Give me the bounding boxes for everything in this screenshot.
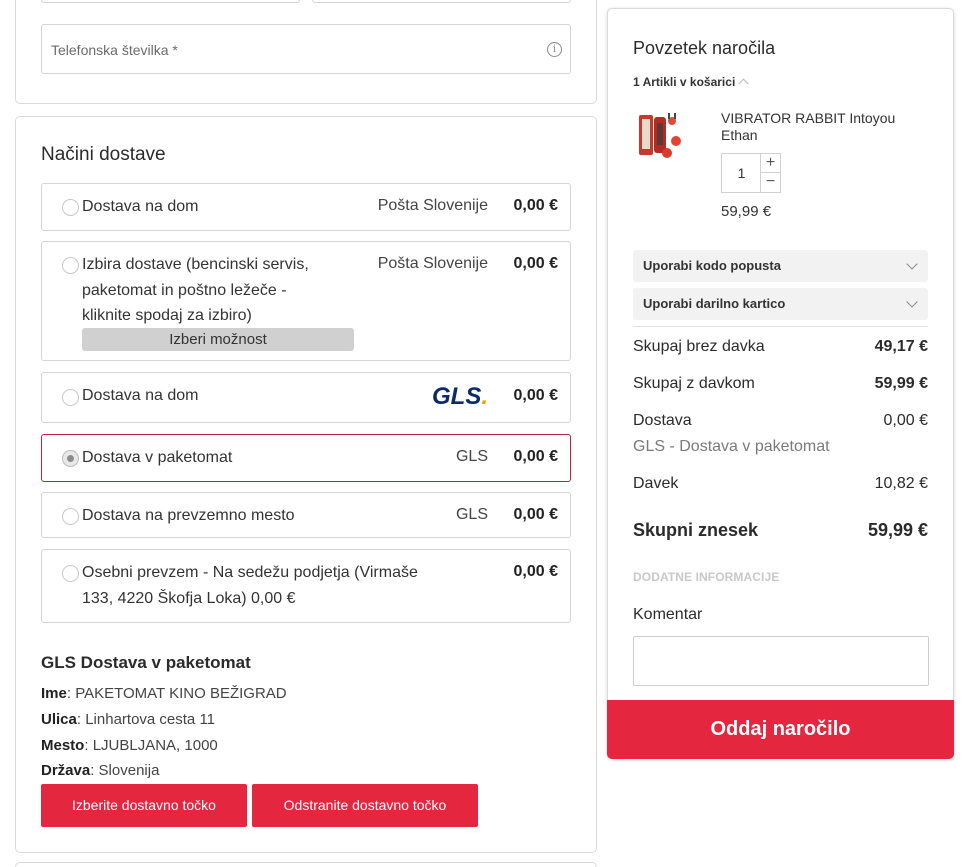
pickup-title: GLS Dostava v paketomat bbox=[41, 653, 251, 672]
option-carrier: Pošta Slovenije bbox=[377, 197, 488, 214]
summary-title: Povzetek naročila bbox=[633, 38, 776, 58]
tax-value: 10,82 € bbox=[874, 475, 928, 492]
contact-card: Telefonska številka * i bbox=[15, 0, 597, 104]
radio-button[interactable] bbox=[62, 508, 79, 525]
option-label: Dostava na dom bbox=[82, 198, 199, 215]
comment-textarea[interactable] bbox=[633, 636, 929, 686]
delivery-option-home-gls[interactable]: Dostava na dom GLS. 0,00 € bbox=[41, 372, 571, 423]
option-label-line-1: Izbira dostave (bencinski servis, bbox=[82, 256, 309, 273]
shipping-label: Dostava bbox=[633, 412, 692, 429]
option-label: Dostava na dom bbox=[82, 387, 199, 404]
product-thumbnail bbox=[639, 113, 681, 158]
radio-button[interactable] bbox=[62, 565, 79, 582]
option-price: 0,00 € bbox=[513, 506, 558, 523]
subtotal-gross-value: 59,99 € bbox=[874, 375, 928, 392]
plus-icon[interactable]: + bbox=[761, 154, 780, 173]
subtotal-net-value: 49,17 € bbox=[874, 338, 928, 355]
quantity-stepper: 1 + − bbox=[721, 153, 781, 193]
option-label-line-2: paketomat in poštno ležeče - bbox=[82, 281, 287, 299]
option-carrier: Pošta Slovenije bbox=[377, 255, 488, 272]
phone-placeholder: Telefonska številka * bbox=[51, 42, 178, 58]
chevron-down-icon bbox=[906, 296, 918, 308]
total-value: 59,99 € bbox=[867, 520, 928, 540]
submit-order-button[interactable]: Oddaj naročilo bbox=[607, 700, 954, 759]
pickup-country-row: Država: Slovenija bbox=[41, 762, 160, 779]
pickup-name-row: Ime: PAKETOMAT KINO BEŽIGRAD bbox=[41, 685, 287, 702]
delivery-option-choose-posta[interactable]: Izbira dostave (bencinski servis, paketo… bbox=[41, 241, 571, 361]
info-icon[interactable]: i bbox=[547, 42, 562, 57]
quantity-buttons: + − bbox=[760, 154, 780, 192]
tax-label: Davek bbox=[633, 475, 679, 492]
pickup-city-row: Mesto: LJUBLJANA, 1000 bbox=[41, 737, 218, 754]
delivery-option-parcel-locker[interactable]: Dostava v paketomat GLS 0,00 € bbox=[41, 434, 571, 482]
order-summary-card: Povzetek naročila 1 Artikli v košarici V… bbox=[607, 8, 954, 759]
minus-icon[interactable]: − bbox=[765, 173, 776, 190]
chevron-up-icon bbox=[738, 78, 749, 89]
shipping-value: 0,00 € bbox=[883, 412, 928, 429]
delivery-option-pickup-point[interactable]: Dostava na prevzemno mesto GLS 0,00 € bbox=[41, 492, 571, 538]
option-carrier: GLS bbox=[455, 448, 488, 465]
subtotal-gross-label: Skupaj z davkom bbox=[633, 375, 755, 392]
pickup-country-label: Država bbox=[41, 762, 91, 779]
choose-option-button[interactable]: Izberi možnost bbox=[82, 328, 354, 351]
pickup-street-label: Ulica bbox=[41, 711, 77, 728]
gls-logo-text: GLS bbox=[431, 383, 482, 410]
option-price: 0,00 € bbox=[513, 255, 558, 272]
gls-logo-dot: . bbox=[481, 383, 488, 410]
delivery-title: Načini dostave bbox=[41, 144, 166, 165]
option-label-line-2: 133, 4220 Škofja Loka) 0,00 € bbox=[82, 589, 296, 607]
subtotal-net-label: Skupaj brez davka bbox=[633, 338, 765, 355]
coupon-accordion[interactable]: Uporabi kodo popusta bbox=[633, 250, 928, 282]
delivery-card: Načini dostave Dostava na dom Pošta Slov… bbox=[15, 116, 597, 853]
option-price: 0,00 € bbox=[513, 448, 558, 465]
pickup-name: PAKETOMAT KINO BEŽIGRAD bbox=[75, 685, 287, 702]
option-price: 0,00 € bbox=[513, 387, 558, 404]
option-price: 0,00 € bbox=[513, 197, 558, 214]
pickup-name-label: Ime bbox=[41, 685, 67, 702]
radio-button[interactable] bbox=[62, 257, 79, 274]
chevron-down-icon bbox=[906, 258, 918, 270]
option-label-line-1: Osebni prevzem - Na sedežu podjetja (Vir… bbox=[82, 564, 418, 581]
pickup-country: Slovenija bbox=[98, 762, 160, 779]
total-label: Skupni znesek bbox=[633, 520, 759, 540]
select-pickup-point-button[interactable]: Izberite dostavno točko bbox=[41, 784, 247, 827]
remove-pickup-point-button[interactable]: Odstranite dostavno točko bbox=[252, 784, 478, 827]
product-image[interactable] bbox=[636, 109, 684, 161]
extra-info-heading: DODATNE INFORMACIJE bbox=[633, 570, 780, 584]
cart-items-count: 1 Artikli v košarici bbox=[633, 75, 736, 89]
cart-items-toggle[interactable]: 1 Artikli v košarici bbox=[633, 75, 749, 89]
summary-divider bbox=[633, 326, 928, 327]
delivery-option-personal-pickup[interactable]: Osebni prevzem - Na sedežu podjetja (Vir… bbox=[41, 549, 571, 623]
first-field-partial[interactable] bbox=[41, 0, 300, 3]
delivery-option-home-posta[interactable]: Dostava na dom Pošta Slovenije 0,00 € bbox=[41, 183, 571, 231]
giftcard-accordion[interactable]: Uporabi darilno kartico bbox=[633, 288, 928, 320]
phone-field[interactable]: Telefonska številka * i bbox=[41, 24, 571, 74]
comment-label: Komentar bbox=[633, 606, 703, 623]
product-name[interactable]: VIBRATOR RABBIT Intoyou Ethan bbox=[721, 110, 896, 143]
shipping-method: GLS - Dostava v paketomat bbox=[633, 438, 830, 455]
option-label: Dostava na prevzemno mesto bbox=[82, 507, 295, 524]
pickup-city-label: Mesto bbox=[41, 737, 85, 754]
radio-button[interactable] bbox=[62, 389, 79, 406]
option-label-line-3: kliknite spodaj za izbiro) bbox=[82, 307, 252, 324]
option-price: 0,00 € bbox=[513, 563, 558, 580]
radio-button-checked[interactable] bbox=[62, 450, 79, 467]
coupon-label: Uporabi kodo popusta bbox=[643, 258, 781, 273]
gls-logo: GLS. bbox=[432, 385, 488, 409]
giftcard-label: Uporabi darilno kartico bbox=[643, 296, 786, 311]
product-price: 59,99 € bbox=[721, 203, 772, 220]
pickup-street-row: Ulica: Linhartova cesta 11 bbox=[41, 711, 216, 728]
radio-button[interactable] bbox=[62, 199, 79, 216]
next-section-card bbox=[15, 862, 597, 867]
second-field-partial[interactable] bbox=[312, 0, 571, 3]
quantity-input[interactable]: 1 bbox=[737, 165, 746, 181]
option-label: Dostava v paketomat bbox=[82, 449, 233, 466]
pickup-city: LJUBLJANA, 1000 bbox=[92, 737, 218, 754]
pickup-street: Linhartova cesta 11 bbox=[85, 711, 216, 728]
option-carrier: GLS bbox=[455, 506, 488, 523]
